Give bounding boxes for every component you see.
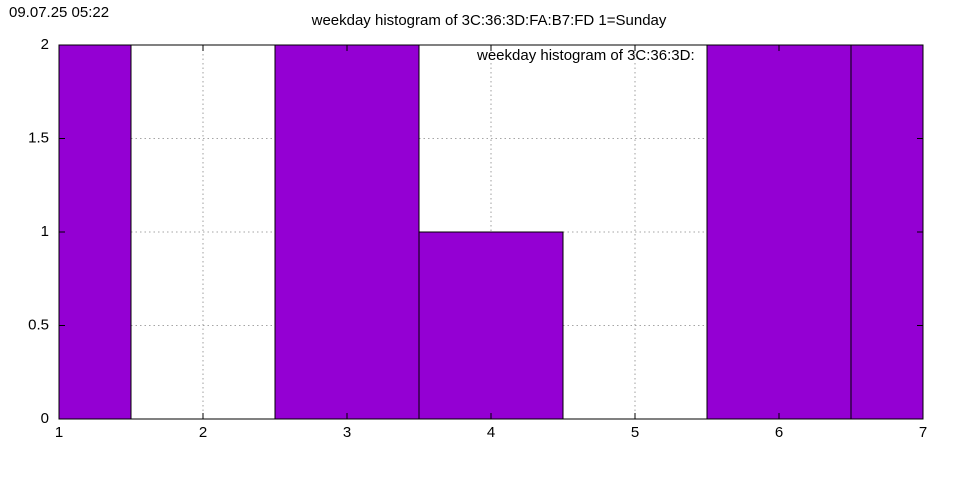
y-tick-label: 1.5 (28, 129, 49, 146)
axes: 0 0.5 1 1.5 2 1 2 3 4 5 6 7 (28, 36, 927, 441)
y-tick-label: 0.5 (28, 316, 49, 333)
y-tick-label: 2 (41, 36, 49, 53)
bars (59, 45, 923, 419)
x-tick-label: 2 (199, 424, 207, 441)
y-tick-label: 1 (41, 223, 49, 240)
bar (274, 45, 420, 419)
legend: weekday histogram of 3C:36:3D: (476, 47, 695, 64)
x-tick-label: 4 (487, 424, 495, 441)
x-tick-label: 1 (55, 424, 63, 441)
chart-title: weekday histogram of 3C:36:3D:FA:B7:FD 1… (311, 12, 667, 29)
bar (850, 45, 923, 419)
timestamp: 09.07.25 05:22 (9, 4, 109, 21)
bar (706, 45, 852, 419)
x-tick-label: 5 (631, 424, 639, 441)
legend-label: weekday histogram of 3C:36:3D: (476, 47, 695, 64)
x-tick-label: 3 (343, 424, 351, 441)
x-tick-label: 6 (775, 424, 783, 441)
y-tick-label: 0 (41, 410, 49, 427)
bar (59, 45, 132, 419)
bar (418, 231, 564, 419)
x-tick-label: 7 (919, 424, 927, 441)
